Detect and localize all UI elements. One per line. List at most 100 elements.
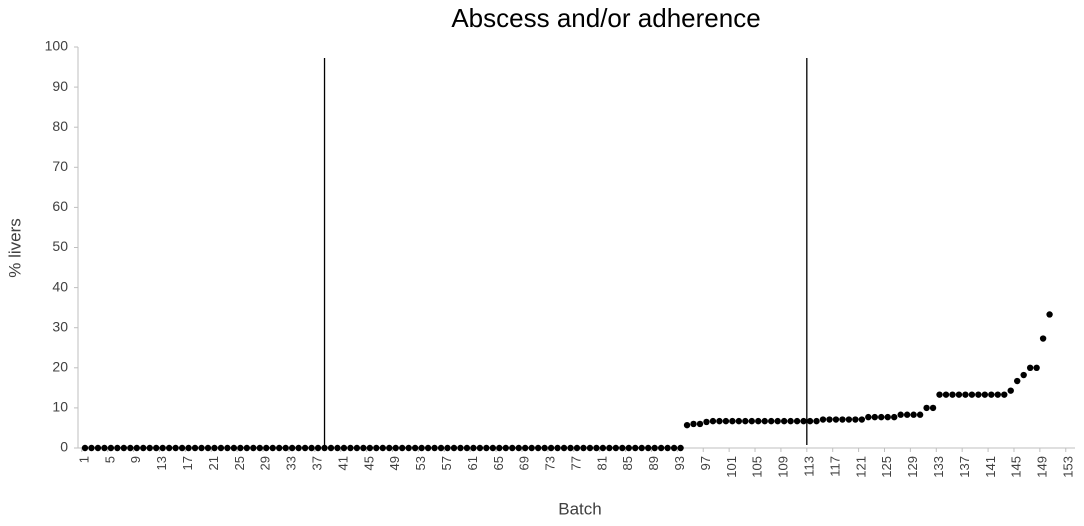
x-tick-label: 37 <box>309 456 324 470</box>
y-tick-label: 0 <box>60 439 68 455</box>
chart-title: Abscess and/or adherence <box>451 3 760 33</box>
point <box>444 444 451 452</box>
point <box>606 444 613 452</box>
y-tick-label: 80 <box>52 118 68 134</box>
point <box>703 418 710 426</box>
point <box>301 444 309 452</box>
point <box>295 444 302 452</box>
point <box>418 444 425 452</box>
x-tick-label: 1 <box>76 456 91 463</box>
point <box>534 444 542 452</box>
y-tick-label: 70 <box>52 158 68 174</box>
point <box>502 444 509 452</box>
point <box>386 444 393 452</box>
x-tick-label: 61 <box>465 456 480 470</box>
point <box>509 444 516 452</box>
point <box>450 444 458 452</box>
x-tick-label: 145 <box>1009 456 1024 478</box>
x-tick-label: 153 <box>1060 456 1075 478</box>
y-axis-title: % livers <box>5 218 24 278</box>
point <box>748 417 755 425</box>
point <box>547 444 555 452</box>
point <box>560 444 568 452</box>
point <box>373 444 380 452</box>
point <box>586 444 594 452</box>
x-axis-title: Batch <box>558 499 601 518</box>
point <box>489 444 497 452</box>
point <box>308 444 315 452</box>
point <box>263 444 270 452</box>
point <box>793 417 801 425</box>
point <box>638 444 645 452</box>
point <box>243 444 251 452</box>
point <box>670 444 678 452</box>
point <box>942 391 950 398</box>
point <box>884 413 891 421</box>
point <box>878 413 885 421</box>
point <box>1039 335 1047 342</box>
point <box>819 416 827 423</box>
point <box>230 444 238 452</box>
point <box>852 416 859 423</box>
point <box>612 444 620 452</box>
point <box>327 444 335 452</box>
x-tick-label: 65 <box>491 456 506 470</box>
point <box>133 444 140 452</box>
x-tick-label: 5 <box>102 456 117 463</box>
point <box>159 444 166 452</box>
point <box>185 444 192 452</box>
x-tick-label: 113 <box>801 456 816 477</box>
point <box>735 417 743 425</box>
point <box>483 444 490 452</box>
point <box>645 444 652 452</box>
x-tick-label: 41 <box>335 456 350 470</box>
point <box>1001 391 1008 398</box>
point <box>593 444 600 452</box>
point <box>457 444 464 452</box>
x-tick-label: 73 <box>543 456 558 470</box>
point <box>664 444 671 452</box>
point <box>431 444 438 452</box>
point <box>256 444 263 452</box>
x-tick-label: 141 <box>983 456 998 478</box>
y-tick-label: 10 <box>52 399 68 415</box>
point <box>657 444 665 452</box>
x-tick-label: 69 <box>517 456 532 470</box>
point <box>515 444 522 452</box>
x-tick-label: 13 <box>154 456 169 470</box>
point <box>651 444 658 452</box>
point <box>619 444 626 452</box>
x-tick-label: 121 <box>853 456 868 478</box>
point <box>250 444 257 452</box>
point <box>780 417 788 425</box>
point <box>981 391 989 398</box>
x-tick-label: 29 <box>258 456 273 470</box>
y-tick-label: 90 <box>52 78 68 94</box>
point <box>269 444 276 452</box>
point <box>204 444 212 452</box>
y-tick-label: 100 <box>45 38 69 54</box>
point <box>910 411 917 418</box>
x-tick-label: 49 <box>387 456 402 470</box>
point <box>217 444 225 452</box>
x-tick-label: 105 <box>750 456 765 478</box>
point <box>165 444 173 452</box>
x-tick-label: 89 <box>646 456 661 470</box>
x-tick-label: 97 <box>698 456 713 470</box>
point <box>399 444 406 452</box>
x-tick-label: 21 <box>206 456 221 470</box>
point <box>321 444 328 452</box>
point <box>146 444 153 452</box>
point <box>722 417 730 425</box>
y-tick-label: 20 <box>52 359 68 375</box>
y-tick-label: 40 <box>52 278 68 294</box>
point <box>237 444 244 452</box>
x-tick-label: 25 <box>232 456 247 470</box>
point <box>353 444 361 452</box>
point <box>826 416 833 423</box>
x-tick-label: 133 <box>931 456 946 478</box>
x-tick-label: 109 <box>776 456 791 478</box>
point <box>690 420 697 428</box>
point <box>470 444 477 452</box>
